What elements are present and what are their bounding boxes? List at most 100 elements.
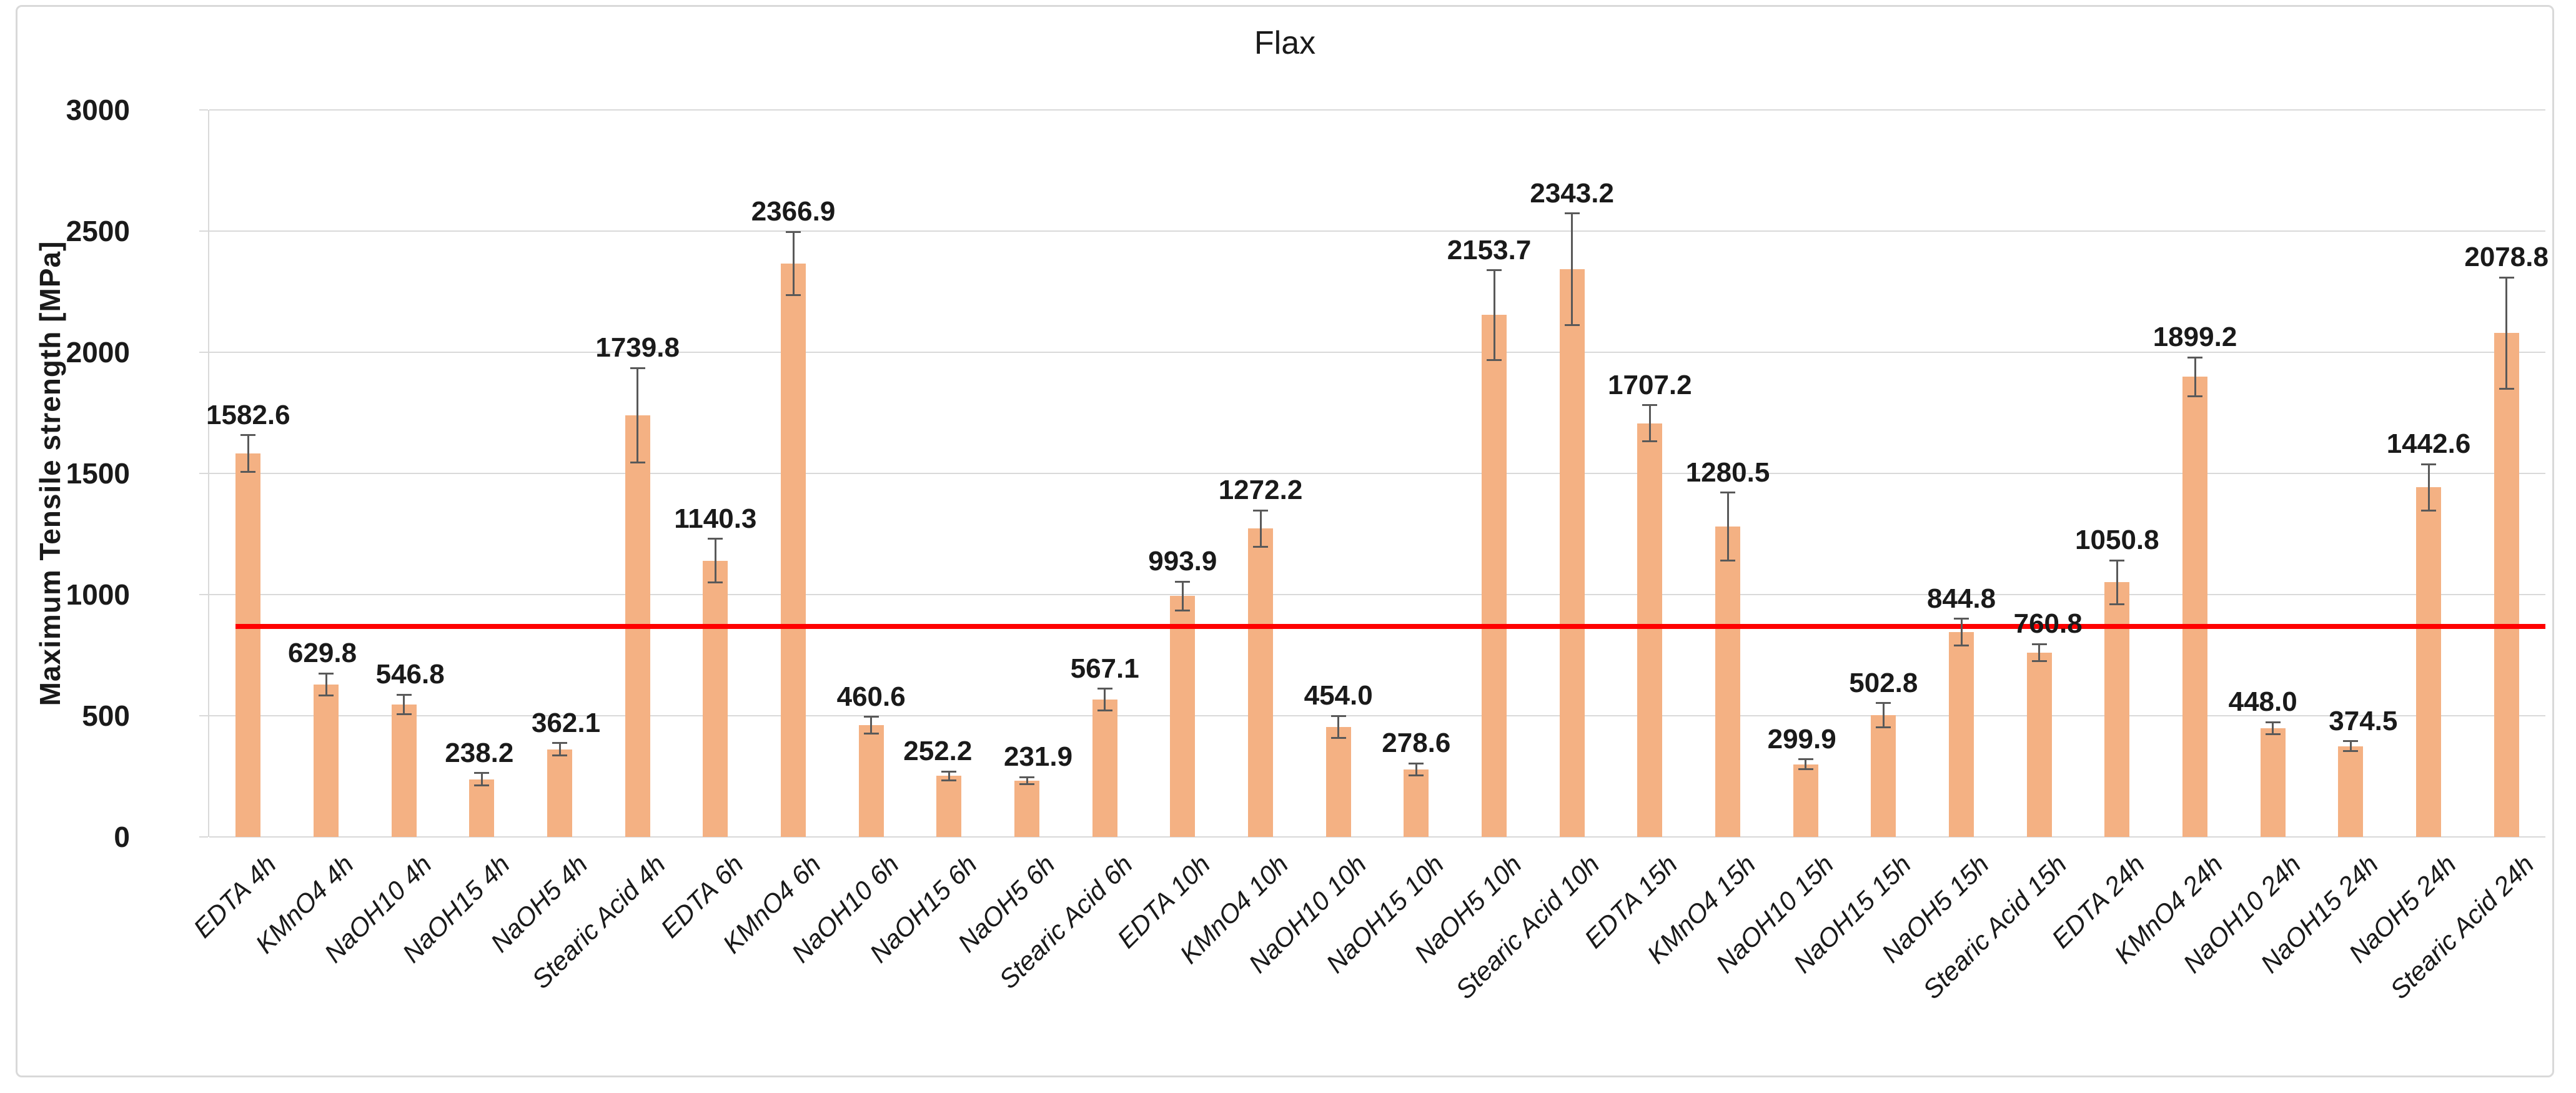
- error-bar-cap: [396, 693, 412, 696]
- bar-naoh5-6h: [1014, 781, 1039, 837]
- bar-value-label: 299.9: [1767, 723, 1836, 754]
- bar-naoh15-24h: [2338, 746, 2364, 837]
- error-bar-cap: [2265, 733, 2281, 736]
- error-bar-cap: [941, 770, 957, 773]
- error-bar: [714, 538, 716, 583]
- bar-naoh10-4h: [391, 704, 417, 837]
- error-bar-cap: [1097, 709, 1112, 711]
- x-axis-label-stearic-acid-10h: Stearic Acid 10h: [1450, 849, 1605, 1005]
- error-bar-cap: [1720, 492, 1735, 494]
- error-bar-cap: [1876, 726, 1891, 728]
- error-bar: [1104, 688, 1106, 711]
- bar-kmno4-4h: [314, 684, 339, 837]
- bar-value-label: 844.8: [1926, 583, 1996, 614]
- error-bar: [1026, 777, 1028, 784]
- error-bar-cap: [1564, 212, 1580, 215]
- error-bar-cap: [2265, 721, 2281, 723]
- bar-value-label: 2366.9: [751, 196, 836, 227]
- error-bar: [1960, 618, 1963, 646]
- x-axis-label-stearic-acid-6h: Stearic Acid 6h: [993, 849, 1138, 994]
- gridline-0: [209, 836, 2545, 838]
- x-axis-labels: EDTA 4h KMnO4 4h NaOH10 4h NaOH15 4h NaOH5 4…: [187, 837, 2545, 1074]
- error-bar-cap: [1564, 324, 1580, 326]
- x-axis-label-stearic-acid-4h: Stearic Acid 4h: [526, 849, 671, 994]
- bar-value-label: 1050.8: [2075, 525, 2159, 556]
- error-bar: [1805, 759, 1807, 769]
- bar-edta-4h: [235, 453, 261, 837]
- error-bar-cap: [1798, 758, 1813, 761]
- bar-value-label: 993.9: [1148, 546, 1217, 577]
- bar-edta-24h: [2104, 582, 2130, 837]
- error-bar-cap: [1487, 359, 1502, 361]
- error-bar: [1259, 510, 1262, 547]
- bar-value-label: 374.5: [2329, 705, 2398, 736]
- error-bar-cap: [1720, 560, 1735, 561]
- bar-edta-15h: [1637, 423, 1663, 837]
- error-bar-cap: [1409, 774, 1424, 777]
- error-bar-cap: [786, 230, 801, 233]
- bar-value-label: 362.1: [531, 707, 601, 738]
- error-bar-cap: [2499, 388, 2514, 390]
- error-bar-cap: [1330, 715, 1346, 717]
- bar-value-label: 231.9: [1003, 741, 1073, 773]
- bar-naoh5-4h: [547, 749, 572, 837]
- error-bar-cap: [2187, 395, 2202, 397]
- error-bar-cap: [1954, 645, 1969, 647]
- error-bar-cap: [941, 779, 957, 781]
- error-bar: [948, 771, 950, 781]
- error-bar-cap: [1487, 269, 1502, 272]
- bar-kmno4-6h: [781, 263, 806, 837]
- error-bar-cap: [552, 754, 567, 756]
- error-bar-cap: [1253, 546, 1268, 548]
- bar-naoh15-15h: [1871, 715, 1896, 837]
- error-bar-cap: [1642, 440, 1658, 443]
- y-tick-mark: [199, 836, 208, 838]
- bar-value-label: 2078.8: [2464, 242, 2549, 273]
- y-tick-mark: [199, 230, 208, 232]
- y-axis-line: [208, 110, 209, 837]
- y-tick-label-1500: 1500: [66, 457, 130, 490]
- y-tick-mark: [199, 352, 208, 353]
- bar-naoh10-6h: [858, 725, 884, 837]
- error-bar: [1882, 703, 1885, 728]
- error-bar-cap: [2031, 660, 2047, 662]
- error-bar: [2349, 741, 2352, 751]
- error-bar-cap: [1798, 768, 1813, 770]
- bar-edta-10h: [1170, 596, 1196, 837]
- bar-value-label: 2153.7: [1447, 234, 1532, 265]
- gridline-500: [209, 715, 2545, 716]
- error-bar-cap: [2421, 509, 2436, 512]
- bar-value-label: 278.6: [1382, 728, 1451, 759]
- error-bar: [637, 368, 639, 463]
- error-bar-cap: [863, 716, 879, 718]
- error-bar-cap: [1330, 736, 1346, 739]
- gridline-2500: [209, 230, 2545, 232]
- error-bar: [480, 773, 483, 786]
- error-bar-cap: [552, 742, 567, 744]
- error-bar-cap: [1019, 776, 1034, 778]
- bar-naoh5-24h: [2416, 487, 2441, 837]
- error-bar-cap: [1175, 610, 1191, 612]
- error-bar-cap: [474, 784, 490, 786]
- error-bar-cap: [708, 538, 723, 540]
- error-bar-cap: [319, 672, 334, 675]
- gridline-3000: [209, 109, 2545, 111]
- error-bar-cap: [2499, 276, 2514, 279]
- error-bar-cap: [630, 462, 645, 464]
- chart-frame: Flax Maximum Tensile strength [MPa] 1582…: [16, 5, 2554, 1077]
- bar-value-label: 448.0: [2228, 686, 2297, 718]
- error-bar-cap: [319, 694, 334, 696]
- reference-line: [235, 624, 2545, 630]
- bar-stearic-acid-10h: [1559, 269, 1585, 837]
- error-bar-cap: [708, 581, 723, 583]
- chart-title: Flax: [1254, 25, 1316, 61]
- error-bar-cap: [1954, 618, 1969, 620]
- error-bar: [792, 232, 795, 295]
- error-bar-cap: [2031, 643, 2047, 645]
- error-bar: [2038, 644, 2041, 661]
- gridline-2000: [209, 352, 2545, 353]
- error-bar: [1648, 405, 1651, 442]
- error-bar-cap: [396, 713, 412, 715]
- error-bar-cap: [2187, 356, 2202, 359]
- gridline-1500: [209, 473, 2545, 474]
